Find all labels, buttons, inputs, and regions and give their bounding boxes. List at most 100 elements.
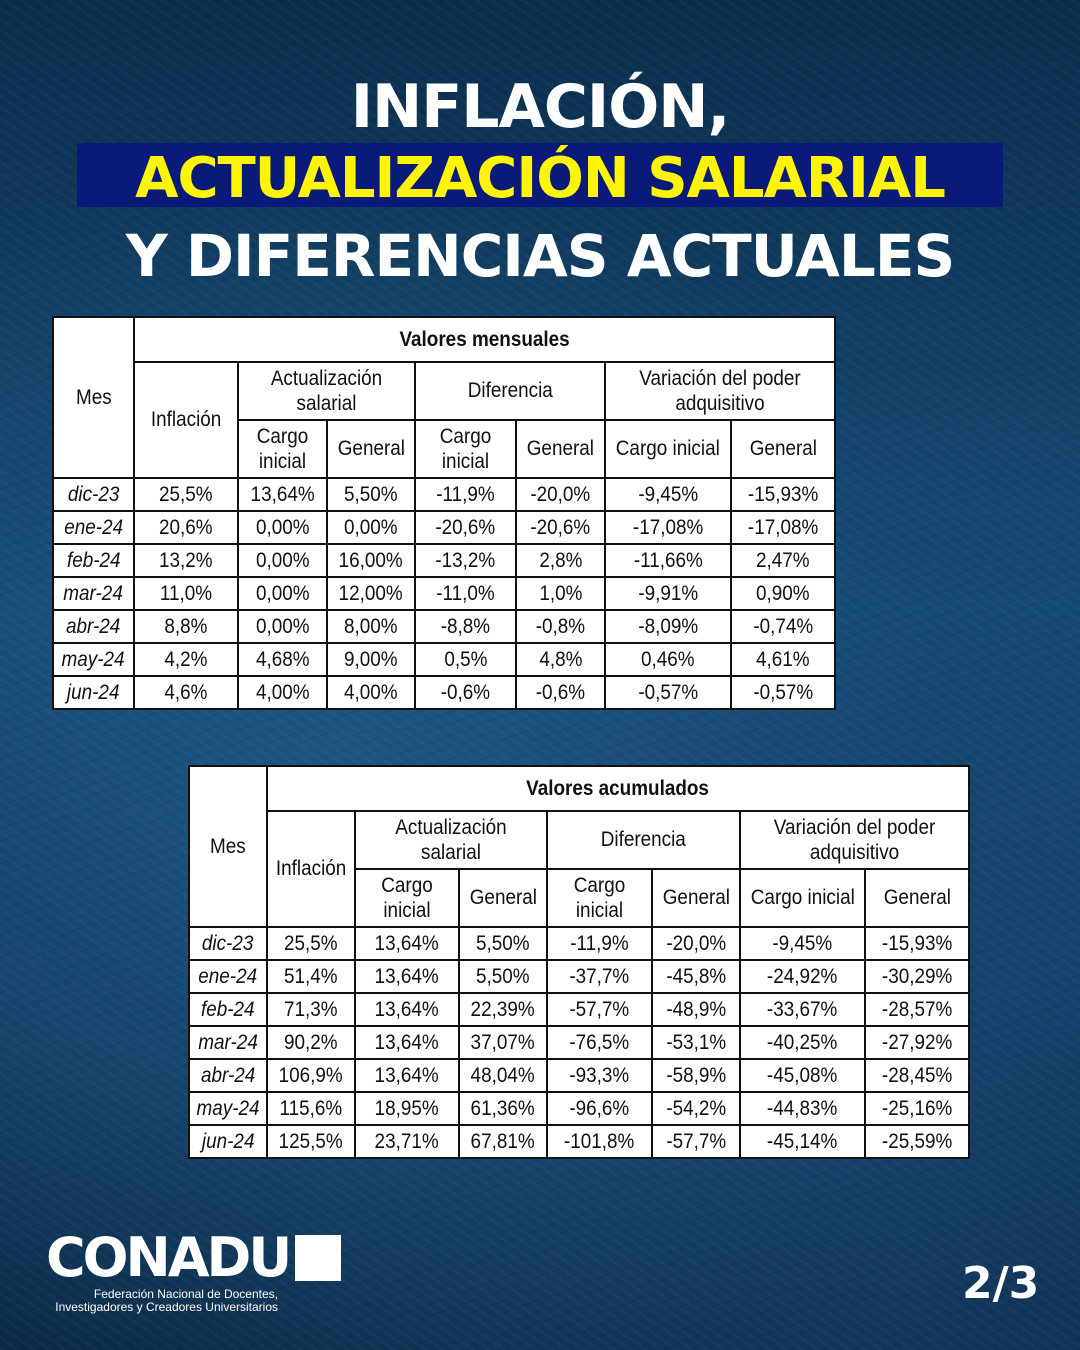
- value-cell: -17,08%: [604, 510, 732, 545]
- value-cell: -9,45%: [604, 477, 732, 512]
- value-cell: 5,50%: [458, 926, 548, 961]
- month-cell: may-24: [188, 1091, 268, 1126]
- month-cell: jun-24: [188, 1124, 268, 1159]
- month-cell: jun-24: [52, 675, 135, 710]
- value-cell: -9,91%: [604, 576, 732, 611]
- value-cell: 13,64%: [354, 1025, 460, 1060]
- header-cargo-inicial: Cargo inicial: [237, 419, 328, 479]
- value-cell: -76,5%: [546, 1025, 653, 1060]
- value-cell: 106,9%: [266, 1058, 356, 1093]
- header-mes: Mes: [52, 316, 135, 479]
- value-cell: 12,00%: [326, 576, 416, 611]
- value-cell: -11,9%: [414, 477, 517, 512]
- value-cell: -57,7%: [546, 992, 653, 1027]
- value-cell: 5,50%: [326, 477, 416, 512]
- value-cell: -28,45%: [863, 1058, 971, 1093]
- value-cell: -37,7%: [546, 959, 653, 994]
- header-cargo-inicial: Cargo inicial: [604, 419, 732, 479]
- value-cell: -53,1%: [651, 1025, 741, 1060]
- value-cell: -96,6%: [546, 1091, 653, 1126]
- value-cell: -0,74%: [730, 609, 836, 644]
- value-cell: 37,07%: [458, 1025, 548, 1060]
- value-cell: -40,25%: [739, 1025, 866, 1060]
- value-cell: 9,00%: [326, 642, 416, 677]
- value-cell: 4,68%: [237, 642, 328, 677]
- value-cell: -25,16%: [863, 1091, 971, 1126]
- value-cell: 48,04%: [458, 1058, 548, 1093]
- table-row: feb-24 71,3% 13,64% 22,39% -57,7% -48,9% -33,6…: [188, 992, 971, 1027]
- value-cell: -54,2%: [651, 1091, 741, 1126]
- value-cell: 13,2%: [133, 543, 239, 578]
- value-cell: -57,7%: [651, 1124, 741, 1159]
- month-cell: feb-24: [188, 992, 268, 1027]
- header-mes: Mes: [188, 765, 268, 928]
- value-cell: -9,45%: [739, 926, 866, 961]
- value-cell: 4,8%: [515, 642, 606, 677]
- header-inflacion: Inflación: [266, 810, 356, 928]
- value-cell: 115,6%: [266, 1091, 356, 1126]
- value-cell: -28,57%: [863, 992, 971, 1027]
- header-cargo-inicial: Cargo inicial: [354, 868, 460, 928]
- header-general: General: [863, 868, 971, 928]
- value-cell: -45,14%: [739, 1124, 866, 1159]
- value-cell: 13,64%: [354, 926, 460, 961]
- value-cell: 4,00%: [326, 675, 416, 710]
- value-cell: -0,6%: [515, 675, 606, 710]
- value-cell: 13,64%: [354, 1058, 460, 1093]
- logo-subtitle-line-1: Federación Nacional de Docentes,: [93, 1287, 278, 1301]
- header-cargo-inicial: Cargo inicial: [414, 419, 517, 479]
- logo-subtitle-line-2: Investigadores y Creadores Universitario…: [55, 1300, 278, 1314]
- header-diferencia: Diferencia: [546, 810, 741, 870]
- header-diferencia: Diferencia: [414, 361, 606, 421]
- page-indicator: 2/3: [962, 1258, 1040, 1309]
- value-cell: -44,83%: [739, 1091, 866, 1126]
- value-cell: 0,46%: [604, 642, 732, 677]
- value-cell: 4,2%: [133, 642, 239, 677]
- title-line-1: INFLACIÓN,: [350, 72, 731, 142]
- value-cell: -27,92%: [863, 1025, 971, 1060]
- month-cell: dic-23: [188, 926, 268, 961]
- value-cell: -33,67%: [739, 992, 866, 1027]
- value-cell: 8,8%: [133, 609, 239, 644]
- title-line-3: Y DIFERENCIAS ACTUALES: [125, 222, 956, 290]
- value-cell: 22,39%: [458, 992, 548, 1027]
- table-title: Valores mensuales: [133, 316, 836, 363]
- table-row: dic-23 25,5% 13,64% 5,50% -11,9% -20,0% -9,45%…: [52, 477, 836, 512]
- header-general: General: [515, 419, 606, 479]
- value-cell: 0,00%: [326, 510, 416, 545]
- title-line-2: ACTUALIZACIÓN SALARIAL: [135, 146, 946, 211]
- value-cell: 0,5%: [414, 642, 517, 677]
- table-row: mar-24 90,2% 13,64% 37,07% -76,5% -53,1% -40,2…: [188, 1025, 971, 1060]
- value-cell: -48,9%: [651, 992, 741, 1027]
- header-cargo-inicial: Cargo inicial: [739, 868, 866, 928]
- table-row: jun-24 125,5% 23,71% 67,81% -101,8% -57,7% -45…: [188, 1124, 971, 1159]
- table-row: mar-24 11,0% 0,00% 12,00% -11,0% 1,0% -9,91% 0,…: [52, 576, 836, 611]
- value-cell: 1,0%: [515, 576, 606, 611]
- value-cell: 67,81%: [458, 1124, 548, 1159]
- table-row: may-24 115,6% 18,95% 61,36% -96,6% -54,2% -44,…: [188, 1091, 971, 1126]
- value-cell: -15,93%: [863, 926, 971, 961]
- value-cell: 13,64%: [237, 477, 328, 512]
- value-cell: -8,8%: [414, 609, 517, 644]
- table-row: may-24 4,2% 4,68% 9,00% 0,5% 4,8% 0,46% 4,61%: [52, 642, 836, 677]
- header-variacion: Variación del poder adquisitivo: [604, 361, 836, 421]
- table-row: ene-24 20,6% 0,00% 0,00% -20,6% -20,6% -17,08%…: [52, 510, 836, 545]
- header-cargo-inicial: Cargo inicial: [546, 868, 653, 928]
- month-cell: ene-24: [52, 510, 135, 545]
- logo-square-icon: [295, 1235, 342, 1281]
- value-cell: 71,3%: [266, 992, 356, 1027]
- value-cell: 0,00%: [237, 543, 328, 578]
- value-cell: 0,00%: [237, 576, 328, 611]
- month-cell: dic-23: [52, 477, 135, 512]
- conadu-logo: CONADU Federación Nacional de Docentes, …: [46, 1228, 342, 1314]
- value-cell: -20,0%: [515, 477, 606, 512]
- table-row: jun-24 4,6% 4,00% 4,00% -0,6% -0,6% -0,57% -0,5…: [52, 675, 836, 710]
- value-cell: 0,90%: [730, 576, 836, 611]
- table-row: feb-24 13,2% 0,00% 16,00% -13,2% 2,8% -11,66% 2…: [52, 543, 836, 578]
- month-cell: mar-24: [52, 576, 135, 611]
- table-row: dic-23 25,5% 13,64% 5,50% -11,9% -20,0% -9,45%…: [188, 926, 971, 961]
- value-cell: -45,08%: [739, 1058, 866, 1093]
- value-cell: -58,9%: [651, 1058, 741, 1093]
- monthly-values-table: Mes Valores mensuales Inflación Actualiz…: [52, 316, 836, 710]
- value-cell: -15,93%: [730, 477, 836, 512]
